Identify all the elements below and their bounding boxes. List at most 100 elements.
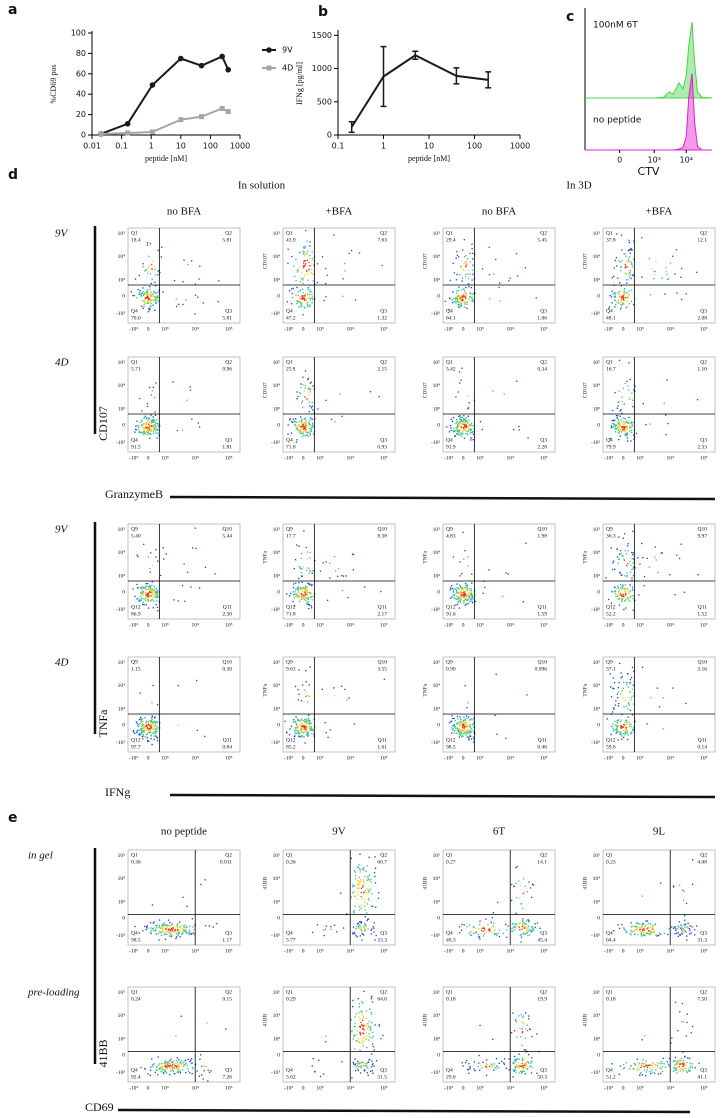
event-dot (503, 393, 505, 395)
event-dot (147, 297, 149, 299)
event-dot (626, 440, 629, 442)
event-dot (358, 252, 361, 254)
event-dot (142, 293, 145, 295)
x-tick-label: -10³ (444, 755, 453, 761)
quadrant-value: 52.2 (606, 611, 616, 617)
y-tick-label: 10⁵ (273, 990, 281, 996)
event-dot (676, 292, 678, 294)
event-dot (625, 434, 627, 437)
event-dot (301, 567, 303, 570)
event-dot (157, 560, 159, 562)
event-dot (520, 936, 523, 938)
event-dot (359, 881, 362, 883)
event-dot (151, 268, 153, 270)
event-dot (164, 924, 166, 926)
event-dot (469, 424, 471, 426)
event-dot (626, 574, 628, 577)
event-dot (350, 857, 353, 860)
event-dot (186, 926, 188, 929)
event-dot (681, 1069, 684, 1071)
event-dot (371, 995, 373, 998)
event-dot (305, 599, 307, 602)
quadrant-name: Q10 (378, 659, 388, 665)
flow-plot: -10³-10³0010³10³10⁴10⁴10⁵10⁵TNFaQ917.7Q1… (262, 523, 396, 628)
event-dot (147, 427, 150, 429)
event-dot (372, 1035, 374, 1038)
event-dot (631, 425, 634, 427)
event-dot (503, 1062, 505, 1064)
quadrant-name: Q3 (380, 1067, 387, 1073)
event-dot (643, 931, 645, 934)
event-dot (687, 1057, 689, 1059)
event-dot (458, 301, 460, 303)
event-dot (519, 1027, 521, 1029)
event-dot (180, 1060, 183, 1062)
event-dot (465, 265, 467, 267)
event-dot (462, 430, 464, 433)
event-dot (629, 269, 631, 272)
event-dot (346, 699, 348, 701)
event-dot (523, 1049, 525, 1051)
event-dot (505, 737, 507, 739)
event-dot (469, 273, 471, 275)
event-dot (478, 936, 481, 938)
event-dot (295, 441, 298, 443)
event-dot (626, 684, 628, 686)
event-dot (455, 723, 458, 725)
event-dot (143, 427, 145, 429)
event-dot (460, 736, 463, 738)
event-dot (168, 931, 170, 933)
x-tick-label: 10⁵ (700, 622, 708, 628)
event-dot (145, 588, 147, 590)
event-dot (287, 262, 289, 264)
event-dot (477, 1066, 479, 1068)
event-dot (147, 728, 149, 730)
event-dot (148, 429, 150, 431)
event-dot (365, 1066, 367, 1068)
event-dot (521, 1044, 523, 1047)
event-dot (308, 727, 310, 729)
event-dot (515, 253, 518, 255)
event-dot (531, 928, 533, 930)
x-tick-label: 10 (176, 142, 186, 151)
event-dot (510, 1032, 513, 1034)
event-dot (462, 597, 464, 599)
event-dot (303, 255, 306, 257)
event-dot (620, 727, 622, 729)
x-tick-label: 10³ (636, 1085, 644, 1091)
event-dot (353, 1025, 355, 1028)
event-dot (470, 599, 472, 601)
event-dot (471, 258, 474, 260)
event-dot (620, 595, 623, 597)
x-tick-label: 10⁵ (540, 455, 548, 461)
event-dot (303, 306, 305, 308)
event-dot (139, 289, 141, 292)
event-dot (530, 1061, 533, 1063)
event-dot (460, 304, 463, 306)
x-tick-label: 0 (462, 455, 465, 461)
event-dot (190, 1058, 193, 1060)
event-dot (628, 362, 630, 364)
event-dot (611, 591, 613, 593)
x-tick-label: 10⁴ (666, 755, 674, 761)
event-dot (689, 1066, 691, 1069)
event-dot (619, 584, 622, 586)
event-dot (474, 594, 476, 596)
event-dot (632, 566, 635, 568)
x-tick-label: 10⁴ (346, 622, 354, 628)
event-dot (167, 1065, 170, 1067)
event-dot (656, 935, 658, 937)
event-dot (685, 1035, 687, 1037)
y-tick-label: 10⁴ (273, 683, 281, 689)
event-dot (458, 297, 460, 299)
event-dot (465, 722, 467, 724)
event-dot (623, 596, 625, 599)
event-dot (311, 258, 314, 260)
event-dot (309, 241, 311, 243)
flow-plot: -10³-10³0010³10³10⁴10⁴10⁵10⁵Q118.4Q25.81… (116, 227, 241, 332)
event-dot (640, 926, 642, 928)
quadrant-value: 79.9 (606, 444, 616, 450)
x-tick-label: 10³ (636, 622, 644, 628)
event-dot (136, 583, 138, 586)
event-dot (369, 888, 372, 891)
